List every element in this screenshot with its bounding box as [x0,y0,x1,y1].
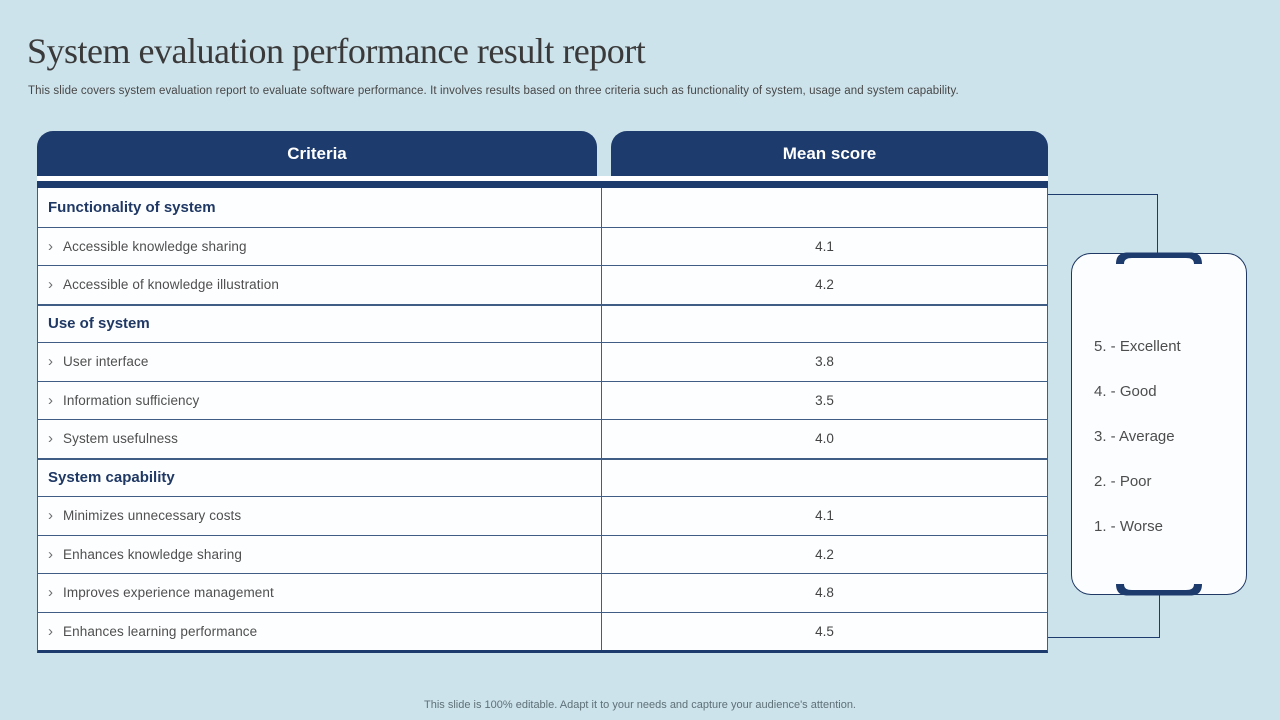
table-row: › Accessible knowledge sharing 4.1 [38,226,1047,265]
criteria-label: Enhances knowledge sharing [63,546,242,562]
legend-item: 5. - Excellent [1094,338,1181,355]
column-header-criteria: Criteria [37,131,597,176]
connector-line-bottom [1048,595,1160,638]
legend-item: 4. - Good [1094,383,1157,400]
chevron-bullet-icon: › [48,430,53,448]
rating-legend: 5. - Excellent 4. - Good 3. - Average 2.… [1071,252,1247,596]
score-value: 4.5 [815,623,834,639]
chevron-bullet-icon: › [48,507,53,525]
score-value: 4.1 [815,508,834,524]
table-row: › Information sufficiency 3.5 [38,380,1047,419]
table-row: › Improves experience management 4.8 [38,573,1047,612]
connector-line-top [1048,194,1158,253]
legend-item: 3. - Average [1094,428,1175,445]
chevron-bullet-icon: › [48,545,53,563]
page-title: System evaluation performance result rep… [27,31,646,71]
criteria-label: Improves experience management [63,585,274,601]
results-table: Criteria Mean score Functionality of sys… [37,131,1048,653]
criteria-label: Enhances learning performance [63,623,258,639]
criteria-label: System usefulness [63,431,178,447]
section-row: System capability [38,457,1047,497]
criteria-label: Minimizes unnecessary costs [63,508,242,524]
column-header-mean-score: Mean score [611,131,1048,176]
page-subtitle: This slide covers system evaluation repo… [28,85,959,97]
section-score-cell [602,306,1047,343]
score-value: 3.8 [815,354,834,370]
section-header-label: Use of system [48,315,150,333]
clamp-top-icon [1116,252,1202,264]
legend-item: 1. - Worse [1094,518,1163,535]
chevron-bullet-icon: › [48,391,53,409]
score-value: 4.0 [815,431,834,447]
section-header-label: Functionality of system [48,198,216,216]
clamp-bottom-icon [1116,584,1202,596]
section-score-cell [602,460,1047,497]
chevron-bullet-icon: › [48,584,53,602]
table-row: › Accessible of knowledge illustration 4… [38,265,1047,304]
chevron-bullet-icon: › [48,622,53,640]
legend-item: 2. - Poor [1094,473,1152,490]
table-row: › System usefulness 4.0 [38,419,1047,458]
score-value: 4.1 [815,238,834,254]
table-row: › Enhances knowledge sharing 4.2 [38,534,1047,573]
legend-item-list: 5. - Excellent 4. - Good 3. - Average 2.… [1072,254,1246,549]
score-value: 4.8 [815,585,834,601]
header-accent-bar [37,181,1048,188]
criteria-label: Accessible knowledge sharing [63,238,247,254]
criteria-label: Information sufficiency [63,392,200,408]
criteria-label: User interface [63,354,149,370]
chevron-bullet-icon: › [48,353,53,371]
score-value: 4.2 [815,277,834,293]
section-score-cell [602,188,1047,227]
header-divider-strip [37,176,1048,181]
chevron-bullet-icon: › [48,237,53,255]
section-row: Functionality of system [38,188,1047,227]
table-row: › User interface 3.8 [38,342,1047,381]
section-row: Use of system [38,303,1047,343]
table-row: › Enhances learning performance 4.5 [38,611,1047,650]
footer-note: This slide is 100% editable. Adapt it to… [424,699,856,711]
section-header-label: System capability [48,469,175,487]
score-value: 4.2 [815,546,834,562]
chevron-bullet-icon: › [48,276,53,294]
table-row: › Minimizes unnecessary costs 4.1 [38,496,1047,535]
score-value: 3.5 [815,392,834,408]
table-header-row: Criteria Mean score [37,131,1048,176]
criteria-label: Accessible of knowledge illustration [63,277,279,293]
table-body: Functionality of system › Accessible kno… [37,188,1048,653]
